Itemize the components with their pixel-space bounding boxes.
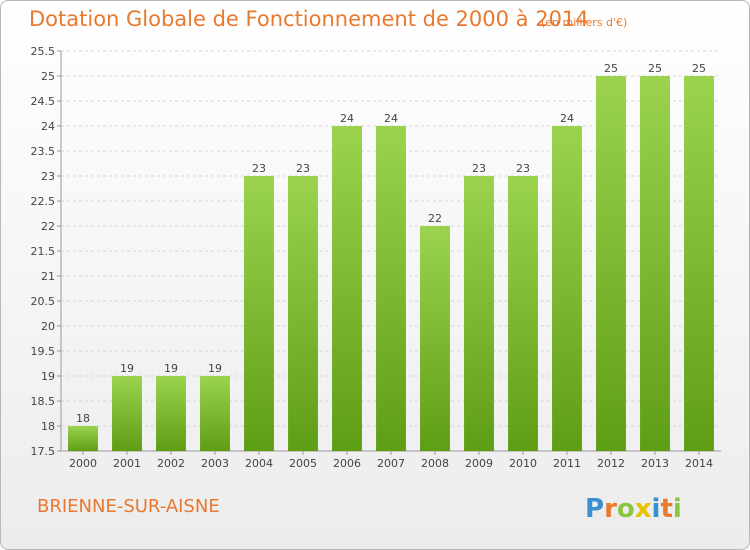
bar: [596, 76, 626, 451]
data-label: 24: [340, 112, 354, 125]
data-label: 23: [252, 162, 266, 175]
data-label: 19: [164, 362, 178, 375]
svg-text:Proxiti: Proxiti: [585, 494, 682, 524]
y-tick-label: 23.5: [31, 145, 56, 158]
x-tick-labels: 2000 2001 2002 2003 2004 2005 2006 2007 2008 2009…: [69, 457, 713, 470]
y-tick-label: 22.5: [31, 195, 56, 208]
data-label: 19: [208, 362, 222, 375]
x-tick-label: 2003: [201, 457, 229, 470]
x-tick-label: 2013: [641, 457, 669, 470]
x-tick-label: 2014: [685, 457, 713, 470]
x-tick-label: 2009: [465, 457, 493, 470]
x-tick-label: 2007: [377, 457, 405, 470]
data-label: 24: [384, 112, 398, 125]
y-tick-label: 21.5: [31, 245, 56, 258]
x-tick-label: 2006: [333, 457, 361, 470]
x-tick-label: 2002: [157, 457, 185, 470]
commune-name: BRIENNE-SUR-AISNE: [37, 496, 220, 517]
bar: [376, 126, 406, 451]
bar: [288, 176, 318, 451]
bars: [68, 76, 714, 451]
data-label: 25: [604, 62, 618, 75]
bar: [200, 376, 230, 451]
bar: [464, 176, 494, 451]
y-tick-label: 21: [41, 270, 55, 283]
data-label: 19: [120, 362, 134, 375]
y-tick-label: 18.5: [31, 395, 56, 408]
data-label: 23: [472, 162, 486, 175]
y-tick-label: 20.5: [31, 295, 56, 308]
bar: [156, 376, 186, 451]
y-tick-label: 24.5: [31, 95, 56, 108]
data-label: 23: [516, 162, 530, 175]
proxiti-logo: Proxiti: [585, 494, 682, 524]
y-tick-label: 19.5: [31, 345, 56, 358]
x-tick-label: 2011: [553, 457, 581, 470]
y-tick-label: 22: [41, 220, 55, 233]
x-tick-label: 2008: [421, 457, 449, 470]
y-tick-labels: 17.5 18 18.5 19 19.5 20 20.5 21 21.5 22 22.5 23 23.5…: [31, 45, 56, 458]
data-label: 25: [692, 62, 706, 75]
data-label: 22: [428, 212, 442, 225]
x-tick-label: 2012: [597, 457, 625, 470]
bar: [508, 176, 538, 451]
bar: [552, 126, 582, 451]
data-label: 18: [76, 412, 90, 425]
bar: [68, 426, 98, 451]
y-tick-label: 25: [41, 70, 55, 83]
y-tick-label: 18: [41, 420, 55, 433]
x-tick-label: 2004: [245, 457, 273, 470]
bar: [112, 376, 142, 451]
x-tick-label: 2005: [289, 457, 317, 470]
y-tick-label: 19: [41, 370, 55, 383]
x-tick-label: 2010: [509, 457, 537, 470]
chart-title: Dotation Globale de Fonctionnement de 20…: [29, 7, 589, 31]
bar: [684, 76, 714, 451]
data-label: 23: [296, 162, 310, 175]
data-label: 24: [560, 112, 574, 125]
y-tick-label: 20: [41, 320, 55, 333]
y-tick-label: 24: [41, 120, 55, 133]
bar: [640, 76, 670, 451]
x-tick-label: 2001: [113, 457, 141, 470]
bar: [244, 176, 274, 451]
bar: [332, 126, 362, 451]
y-tick-label: 17.5: [31, 445, 56, 458]
data-label: 25: [648, 62, 662, 75]
y-tick-label: 23: [41, 170, 55, 183]
unit-label: (en milliers d'€): [541, 16, 628, 29]
y-tick-label: 25.5: [31, 45, 56, 58]
bar: [420, 226, 450, 451]
data-labels: 18 19 19 19 23 23 24 24 22 23 23 24 25 25 25: [76, 62, 706, 425]
x-tick-label: 2000: [69, 457, 97, 470]
